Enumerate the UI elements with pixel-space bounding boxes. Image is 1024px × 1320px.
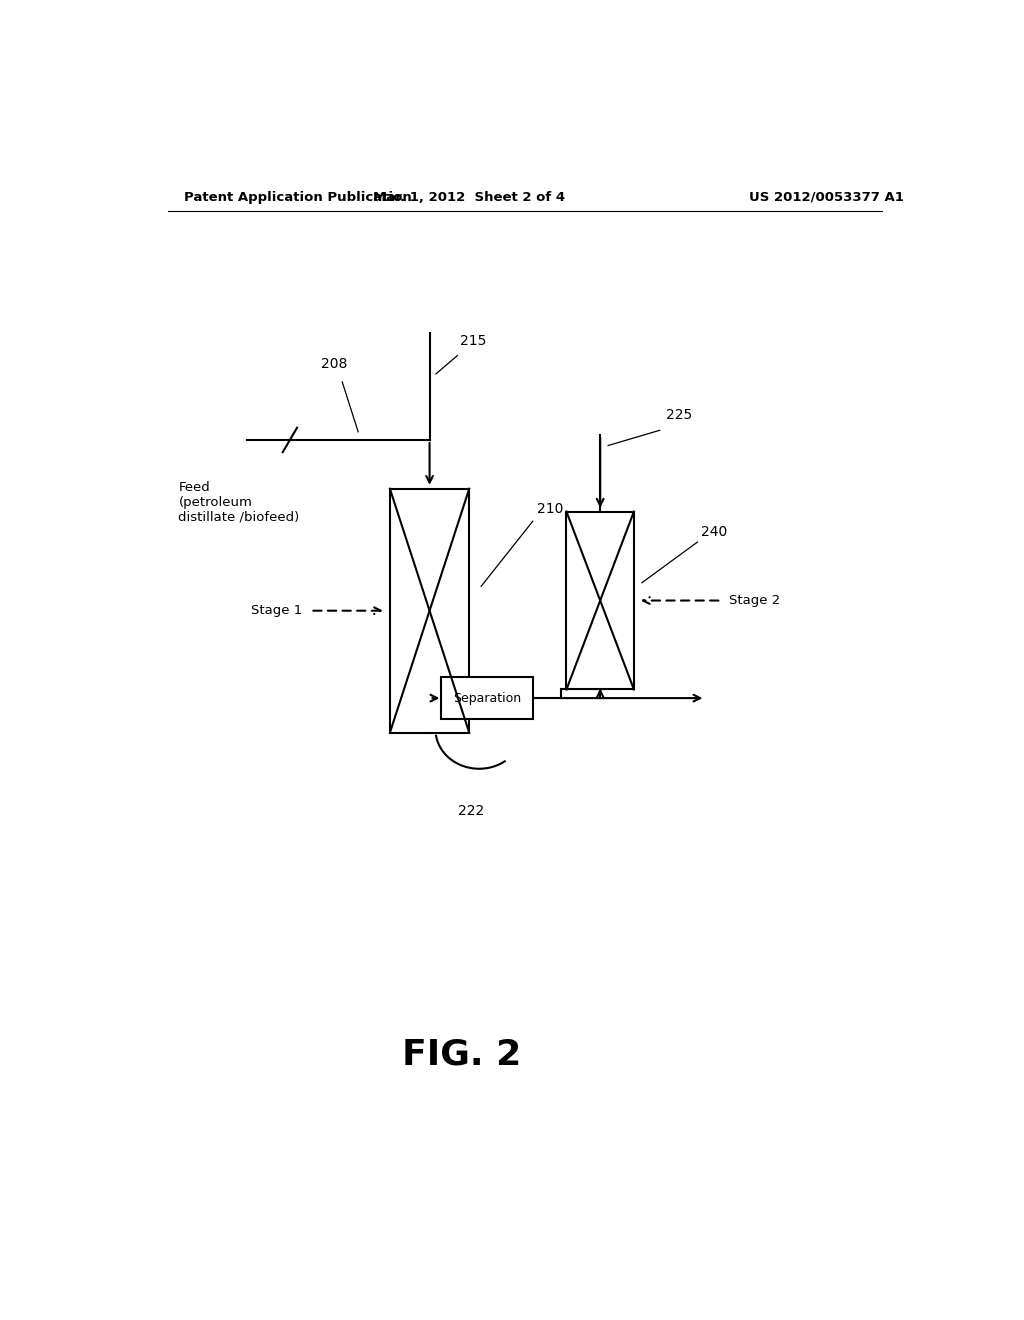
Text: Mar. 1, 2012  Sheet 2 of 4: Mar. 1, 2012 Sheet 2 of 4 — [373, 190, 565, 203]
Bar — [441, 677, 532, 719]
Text: Stage 2: Stage 2 — [729, 594, 780, 607]
Text: Stage 1: Stage 1 — [251, 605, 303, 618]
Text: US 2012/0053377 A1: US 2012/0053377 A1 — [749, 190, 904, 203]
Text: 222: 222 — [458, 804, 484, 818]
Text: 210: 210 — [537, 502, 563, 516]
Bar — [566, 512, 634, 689]
Text: 240: 240 — [701, 525, 728, 539]
Text: FIG. 2: FIG. 2 — [401, 1038, 521, 1072]
Text: 215: 215 — [460, 334, 486, 348]
Text: Patent Application Publication: Patent Application Publication — [183, 190, 412, 203]
Text: 208: 208 — [322, 356, 347, 371]
Text: 225: 225 — [667, 408, 692, 422]
Bar — [390, 488, 469, 733]
Text: Feed
(petroleum
distillate /biofeed): Feed (petroleum distillate /biofeed) — [178, 480, 300, 524]
Text: Separation: Separation — [453, 692, 521, 705]
